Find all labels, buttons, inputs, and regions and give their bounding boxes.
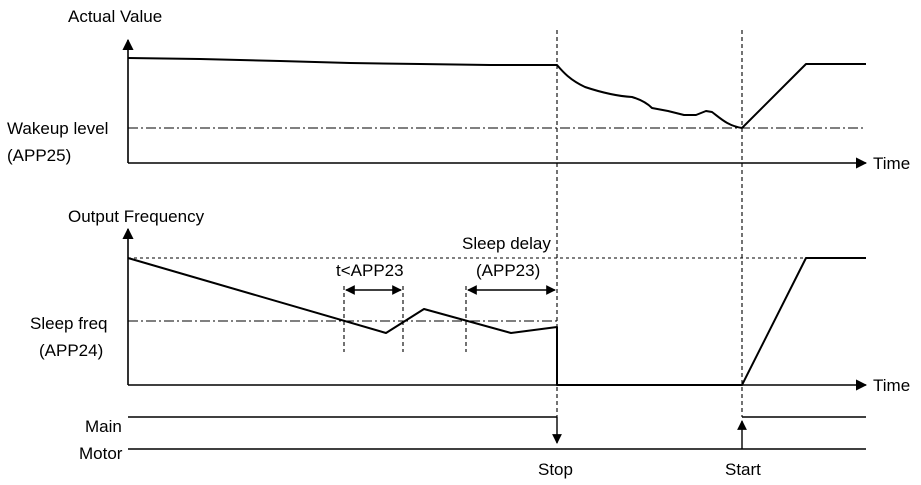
output-frequency-panel: Output Frequency Time Sleep freq (APP24)…	[30, 207, 910, 395]
output-frequency-time-label: Time	[873, 376, 910, 395]
main-label: Main	[85, 417, 122, 436]
sleep-freq-param: (APP24)	[39, 341, 103, 360]
wakeup-level-param: (APP25)	[7, 146, 71, 165]
actual-value-trace	[127, 57, 866, 129]
wakeup-level-label: Wakeup level	[7, 119, 108, 138]
stop-label: Stop	[538, 460, 573, 479]
sleep-delay-param: (APP23)	[476, 261, 540, 280]
start-label: Start	[725, 460, 761, 479]
short-interval-label: t<APP23	[336, 261, 404, 280]
main-motor-panel: Main Motor Stop Start	[79, 416, 866, 479]
actual-value-title: Actual Value	[68, 7, 162, 26]
sleep-freq-label: Sleep freq	[30, 314, 108, 333]
output-frequency-title: Output Frequency	[68, 207, 205, 226]
sleep-delay-label: Sleep delay	[462, 234, 551, 253]
motor-label: Motor	[79, 444, 123, 463]
actual-value-time-label: Time	[873, 154, 910, 173]
actual-value-panel: Actual Value Time Wakeup level (APP25)	[7, 7, 910, 173]
